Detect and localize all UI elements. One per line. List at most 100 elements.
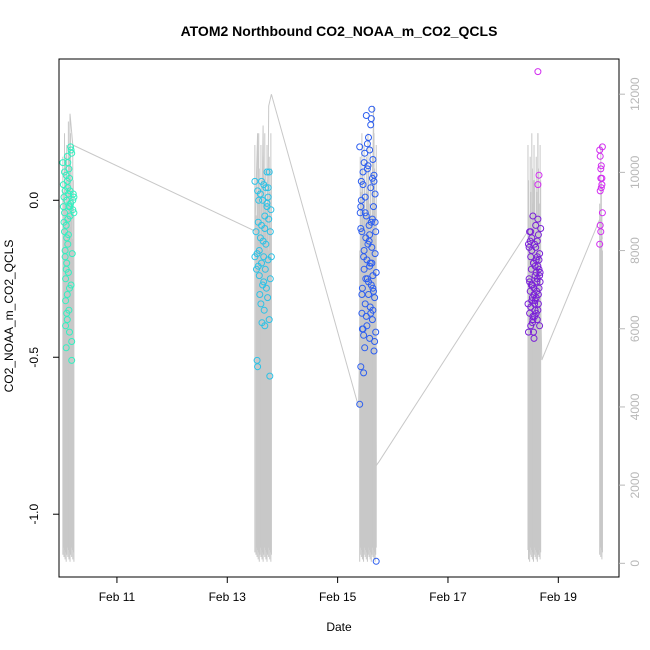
data-point — [257, 300, 265, 308]
data-point — [368, 243, 376, 251]
data-point — [254, 363, 262, 371]
data-point — [369, 156, 377, 163]
data-point — [261, 322, 269, 330]
x-tick-label: Feb 17 — [429, 590, 467, 604]
data-point — [264, 294, 272, 302]
data-point — [534, 68, 542, 76]
data-point — [267, 253, 275, 261]
data-point — [70, 209, 78, 217]
data-point — [532, 221, 540, 229]
data-point — [361, 149, 369, 157]
data-point — [536, 269, 544, 276]
data-point — [64, 231, 72, 239]
data-points — [59, 68, 606, 565]
data-point — [527, 281, 535, 289]
data-point — [361, 344, 369, 352]
y-tick-label: 0.0 — [27, 192, 41, 209]
data-point — [596, 152, 604, 160]
data-point — [534, 231, 542, 239]
data-point — [61, 209, 68, 217]
data-point — [365, 134, 372, 141]
data-point — [367, 218, 375, 226]
data-point — [531, 312, 539, 320]
data-point — [255, 196, 263, 204]
data-point — [527, 228, 535, 236]
data-point — [530, 259, 537, 267]
data-point — [265, 316, 273, 324]
data-point — [533, 287, 541, 295]
data-point — [370, 347, 378, 355]
data-point — [254, 262, 262, 270]
data-point — [263, 168, 271, 176]
data-point — [596, 221, 604, 229]
data-point — [63, 291, 71, 298]
y-axis-label: CO2_NOAA_m_CO2_QCLS — [2, 240, 16, 393]
data-point — [358, 228, 366, 236]
data-point — [370, 287, 377, 295]
data-point — [528, 319, 536, 327]
data-point — [69, 190, 77, 198]
data-point — [370, 203, 377, 211]
data-point — [371, 250, 379, 258]
data-point — [368, 316, 376, 324]
y-tick-label: -0.5 — [27, 347, 41, 368]
data-point — [256, 190, 264, 198]
data-point — [372, 328, 380, 336]
data-point — [525, 275, 533, 283]
y2-tick-label: 10000 — [628, 155, 642, 189]
data-point — [535, 256, 543, 264]
data-point — [596, 240, 604, 248]
data-point — [357, 225, 365, 232]
data-point — [359, 168, 367, 176]
data-point — [360, 265, 368, 273]
data-point — [265, 215, 273, 223]
data-point — [258, 177, 265, 185]
y2-tick-label: 0 — [628, 560, 642, 567]
data-point — [597, 162, 605, 170]
x-tick-label: Feb 19 — [540, 590, 578, 604]
data-point — [359, 181, 367, 189]
data-point — [263, 199, 271, 207]
data-point — [266, 275, 274, 283]
data-point — [255, 272, 263, 280]
data-point — [536, 322, 544, 330]
data-point — [525, 328, 532, 336]
data-point — [534, 306, 542, 314]
data-point — [531, 300, 539, 308]
data-point — [63, 309, 71, 317]
data-point — [267, 206, 275, 214]
data-point — [598, 181, 606, 189]
y-tick-label: -1.0 — [27, 504, 41, 525]
data-point — [261, 265, 269, 273]
data-point — [363, 140, 371, 148]
data-point — [366, 303, 374, 311]
data-point — [362, 112, 370, 119]
data-point — [68, 338, 76, 345]
y2-tick-label: 8000 — [628, 237, 642, 264]
x-axis: Feb 11 Feb 13 Feb 15 Feb 17 Feb 19 — [99, 577, 578, 604]
data-point — [62, 265, 70, 273]
data-point — [358, 291, 366, 298]
data-point — [529, 212, 537, 220]
data-point — [358, 325, 366, 333]
data-point — [364, 162, 372, 170]
data-point — [360, 369, 368, 377]
data-point — [67, 146, 75, 154]
data-point — [67, 281, 75, 289]
data-point — [62, 297, 70, 305]
data-point — [68, 356, 76, 364]
data-point — [361, 300, 369, 308]
data-point — [367, 115, 375, 123]
y2-tick-label: 2000 — [628, 471, 642, 498]
data-point — [356, 400, 364, 408]
data-point — [371, 190, 379, 198]
data-point — [260, 306, 268, 314]
data-point — [368, 105, 376, 113]
data-point — [264, 184, 272, 192]
data-point — [64, 159, 72, 167]
data-point — [60, 218, 68, 226]
data-point — [360, 331, 368, 339]
data-point — [262, 184, 270, 192]
data-point — [261, 225, 269, 232]
